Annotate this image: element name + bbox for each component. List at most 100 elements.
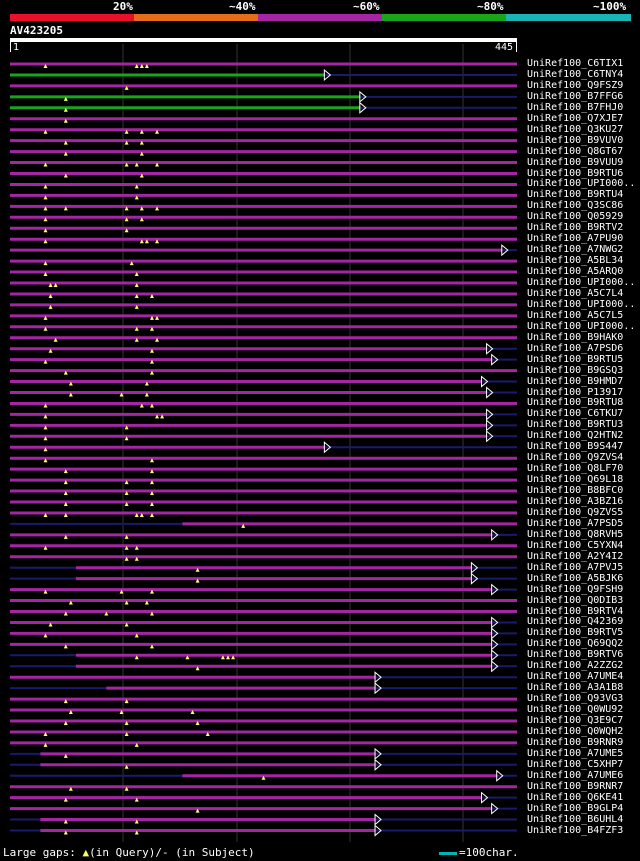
hit-label[interactable]: UniRef100_Q8LF70 xyxy=(527,463,624,475)
hit-label[interactable]: UniRef100_UPI000.. xyxy=(527,178,636,190)
hit-label[interactable]: UniRef100_A2ZZG2 xyxy=(527,660,624,672)
hit-label[interactable]: UniRef100_B9HMD7 xyxy=(527,375,624,387)
hit-label[interactable]: UniRef100_Q3E9C7 xyxy=(527,715,624,726)
hit-label[interactable]: UniRef100_A5C7L4 xyxy=(527,287,624,299)
hit-label[interactable]: UniRef100_B9RTU4 xyxy=(527,189,624,201)
gap-marker-icon xyxy=(144,600,149,605)
gap-marker-icon xyxy=(63,512,68,517)
hit-label[interactable]: UniRef100_C6TIX1 xyxy=(527,58,624,69)
gap-marker-icon xyxy=(134,797,139,802)
gap-marker-icon xyxy=(63,644,68,649)
gap-marker-icon xyxy=(63,611,68,616)
gap-marker-icon xyxy=(139,129,144,134)
hit-label[interactable]: UniRef100_B9RTU3 xyxy=(527,419,624,431)
hit-label[interactable]: UniRef100_A7NWG2 xyxy=(527,244,624,256)
hit-label[interactable]: UniRef100_B9S447 xyxy=(527,441,624,453)
hit-label[interactable]: UniRef100_C5YXN4 xyxy=(527,539,624,551)
hit-label[interactable]: UniRef100_A3BZ16 xyxy=(527,496,624,507)
hit-label[interactable]: UniRef100_Q3KU27 xyxy=(527,123,624,135)
hit-label[interactable]: UniRef100_A7PVJ5 xyxy=(527,561,624,573)
gap-marker-icon xyxy=(134,195,139,200)
hit-label[interactable]: UniRef100_UPI000.. xyxy=(527,277,636,288)
hit-label[interactable]: UniRef100_A5BL34 xyxy=(527,255,624,267)
gap-marker-icon xyxy=(144,381,149,386)
hit-label[interactable]: UniRef100_C6TNY4 xyxy=(527,68,624,80)
identity-band-green xyxy=(382,14,506,21)
footer-in-query: (in Query)/- (in Subject) xyxy=(89,846,255,859)
hit-label[interactable]: UniRef100_Q0WQH2 xyxy=(527,725,624,737)
hit-label[interactable]: UniRef100_A7UME6 xyxy=(527,769,624,781)
hit-label[interactable]: UniRef100_C6TKU7 xyxy=(527,408,624,420)
gap-marker-icon xyxy=(124,162,129,167)
hit-label[interactable]: UniRef100_P13917 xyxy=(527,386,624,398)
hit-label[interactable]: UniRef100_B9RTU8 xyxy=(527,397,624,409)
hit-label[interactable]: UniRef100_B9GLP4 xyxy=(527,802,624,814)
hit-label[interactable]: UniRef100_B9RTU6 xyxy=(527,167,624,179)
gap-marker-icon xyxy=(134,742,139,747)
triangle-marker-icon: ▲ xyxy=(82,846,90,859)
hit-label[interactable]: UniRef100_B9RTV6 xyxy=(527,649,624,661)
hit-label[interactable]: UniRef100_Q3SC86 xyxy=(527,200,624,212)
hit-label[interactable]: UniRef100_B9GSQ3 xyxy=(527,364,624,376)
hit-label[interactable]: UniRef100_Q8RVH5 xyxy=(527,528,624,540)
hit-label[interactable]: UniRef100_A3A1B8 xyxy=(527,682,624,694)
hit-label[interactable]: UniRef100_B9RTV4 xyxy=(527,605,624,617)
hit-label[interactable]: UniRef100_B9RTU5 xyxy=(527,353,624,365)
gap-marker-icon xyxy=(68,381,73,386)
hit-label[interactable]: UniRef100_Q0DIB3 xyxy=(527,594,624,606)
hit-label[interactable]: UniRef100_B9RTV2 xyxy=(527,222,624,234)
hit-truncation-arrow-icon xyxy=(501,244,509,257)
hit-label[interactable]: UniRef100_Q69QQ2 xyxy=(527,638,624,650)
gap-marker-icon xyxy=(63,173,68,178)
hit-label[interactable]: UniRef100_A7PU90 xyxy=(527,233,624,245)
hit-label[interactable]: UniRef100_A5BJK6 xyxy=(527,572,624,584)
hit-label[interactable]: UniRef100_Q05929 xyxy=(527,211,624,223)
hit-label[interactable]: UniRef100_B8BFC0 xyxy=(527,485,624,497)
hit-label[interactable]: UniRef100_Q9FSH9 xyxy=(527,583,624,595)
hit-label[interactable]: UniRef100_B4FZF3 xyxy=(527,824,624,836)
hit-label[interactable]: UniRef100_A7PSD5 xyxy=(527,517,624,529)
gap-marker-icon xyxy=(43,425,48,430)
hit-label[interactable]: UniRef100_B7FHJ0 xyxy=(527,101,624,113)
gap-marker-icon xyxy=(149,403,154,408)
hit-label[interactable]: UniRef100_A5ARQ0 xyxy=(527,266,624,278)
hit-truncation-arrow-icon xyxy=(374,813,382,826)
hit-label[interactable]: UniRef100_A7PSD6 xyxy=(527,342,624,354)
hit-label[interactable]: UniRef100_A7UME5 xyxy=(527,747,624,759)
hit-label[interactable]: UniRef100_Q7XJE7 xyxy=(527,112,624,124)
hit-label[interactable]: UniRef100_Q2HTN2 xyxy=(527,430,624,442)
hit-label[interactable]: UniRef100_B9RNR9 xyxy=(527,736,624,748)
hit-label[interactable]: UniRef100_UPI000.. xyxy=(527,320,636,332)
gap-marker-icon xyxy=(139,512,144,517)
hit-label[interactable]: UniRef100_B9RTV5 xyxy=(527,627,624,639)
hit-label[interactable]: UniRef100_B9HAK0 xyxy=(527,331,624,343)
hit-truncation-arrow-icon xyxy=(374,824,382,837)
hit-label[interactable]: UniRef100_A7UME4 xyxy=(527,671,624,683)
hit-label[interactable]: UniRef100_A2Y4I2 xyxy=(527,550,624,562)
hit-label[interactable]: UniRef100_B9VUU9 xyxy=(527,156,624,168)
hit-label[interactable]: UniRef100_Q93VG3 xyxy=(527,693,624,705)
hit-label[interactable]: UniRef100_B6UHL4 xyxy=(527,813,624,825)
hit-label[interactable]: UniRef100_Q42369 xyxy=(527,616,624,628)
hit-label[interactable]: UniRef100_UPI000.. xyxy=(527,298,636,310)
gap-marker-icon xyxy=(149,611,154,616)
hit-label[interactable]: UniRef100_B9VUV0 xyxy=(527,134,624,146)
gap-marker-icon xyxy=(129,261,134,266)
gap-marker-icon xyxy=(43,206,48,211)
hit-label[interactable]: UniRef100_A5C7L5 xyxy=(527,309,624,321)
hit-truncation-arrow-icon xyxy=(491,353,499,366)
hit-label[interactable]: UniRef100_C5XHP7 xyxy=(527,758,624,770)
hit-label[interactable]: UniRef100_Q0WU92 xyxy=(527,704,624,716)
hit-label[interactable]: UniRef100_B7FFG6 xyxy=(527,90,624,102)
gap-marker-icon xyxy=(160,414,165,419)
hit-label[interactable]: UniRef100_Q9ZVS4 xyxy=(527,452,624,464)
gap-marker-icon xyxy=(241,523,246,528)
hit-label[interactable]: UniRef100_Q8GT67 xyxy=(527,145,624,157)
hit-label[interactable]: UniRef100_B9RNR7 xyxy=(527,780,624,792)
gap-marker-icon xyxy=(134,830,139,835)
hit-label[interactable]: UniRef100_Q6KE41 xyxy=(527,791,624,803)
hit-label[interactable]: UniRef100_Q9ZVS5 xyxy=(527,506,624,518)
hit-label[interactable]: UniRef100_Q69L18 xyxy=(527,474,624,486)
hit-truncation-arrow-icon xyxy=(486,419,494,432)
hit-label[interactable]: UniRef100_Q9FSZ9 xyxy=(527,79,624,91)
